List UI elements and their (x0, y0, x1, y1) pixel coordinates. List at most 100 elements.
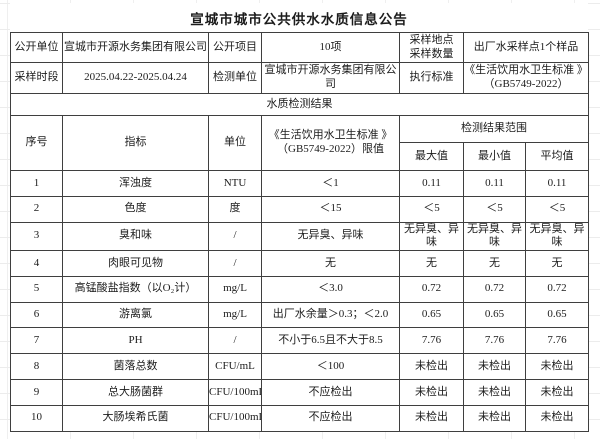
cell-min: 未检出 (463, 379, 526, 406)
info-row-2: 采样时段 2025.04.22-2025.04.24 检测单位 宣城市开源水务集… (10, 62, 589, 94)
info-value-standard: 《生活饮用水卫生标准 》 （GB5749-2022） (463, 62, 589, 94)
cell-limit: 无 (261, 250, 400, 277)
cell-limit: ＜1 (261, 170, 400, 197)
table-row: 2 色度 度 ＜15 ＜5 ＜5 ＜5 (10, 195, 589, 223)
info-value-testing-unit: 宣城市开源水务集团有限公司 (261, 62, 400, 94)
info-value-public-items: 10项 (261, 32, 400, 63)
cell-limit: ＜15 (261, 195, 400, 223)
info-value-sampling-site-count: 出厂水采样点1个样品 (463, 32, 589, 63)
cell-min: 0.65 (463, 301, 526, 329)
header-serial: 序号 (10, 115, 63, 171)
info-label-testing-unit: 检测单位 (208, 62, 262, 94)
table-row: 1 浑浊度 NTU ＜1 0.11 0.11 0.11 (10, 170, 589, 197)
cell-max: 0.65 (399, 301, 464, 329)
cell-limit: 不应检出 (261, 379, 400, 406)
cell-max: ＜5 (399, 195, 464, 223)
cell-avg: 0.65 (525, 301, 589, 329)
cell-serial: 3 (10, 221, 63, 252)
cell-avg: 无异臭、异味 (525, 221, 589, 252)
cell-indicator: 色度 (62, 195, 209, 223)
cell-avg: 0.11 (525, 170, 589, 197)
cell-avg: 未检出 (525, 404, 589, 432)
table-row: 4 肉眼可见物 / 无 无 无 无 (10, 250, 589, 277)
header-avg: 平均值 (525, 142, 589, 171)
cell-limit: ＜100 (261, 353, 400, 381)
table-row: 8 菌落总数 CFU/mL ＜100 未检出 未检出 未检出 (10, 353, 589, 381)
cell-unit: 度 (208, 195, 262, 223)
cell-limit: 不应检出 (261, 404, 400, 432)
cell-serial: 4 (10, 250, 63, 277)
cell-unit: / (208, 221, 262, 252)
info-label-sampling-site-count: 采样地点 采样数量 (399, 32, 464, 63)
cell-limit: 不小于6.5且不大于8.5 (261, 327, 400, 355)
cell-min: ＜5 (463, 195, 526, 223)
table-row: 10 大肠埃希氏菌 CFU/100mL 不应检出 未检出 未检出 未检出 (10, 404, 589, 432)
info-value-public-unit: 宣城市开源水务集团有限公司 (62, 32, 209, 63)
cell-min: 无异臭、异味 (463, 221, 526, 252)
cell-limit: ＜3.0 (261, 275, 400, 303)
cell-unit: CFU/100mL (208, 379, 262, 406)
cell-serial: 1 (10, 170, 63, 197)
header-result-range: 检测结果范围 (399, 115, 589, 143)
cell-max: 无异臭、异味 (399, 221, 464, 252)
cell-avg: 无 (525, 250, 589, 277)
header-indicator: 指标 (62, 115, 209, 171)
table-row: 5 高锰酸盐指数（以O₂计） mg/L ＜3.0 0.72 0.72 0.72 (10, 275, 589, 303)
header-limit: 《生活饮用水卫生标准 》 （GB5749-2022）限值 (261, 115, 400, 171)
cell-serial: 9 (10, 379, 63, 406)
cell-avg: 0.72 (525, 275, 589, 303)
cell-indicator: 游离氯 (62, 301, 209, 329)
cell-max: 未检出 (399, 353, 464, 381)
cell-max: 7.76 (399, 327, 464, 355)
cell-unit: NTU (208, 170, 262, 197)
cell-avg: ＜5 (525, 195, 589, 223)
cell-serial: 2 (10, 195, 63, 223)
info-label-public-unit: 公开单位 (10, 32, 63, 63)
info-row-1: 公开单位 宣城市开源水务集团有限公司 公开项目 10项 采样地点 采样数量 出厂… (10, 32, 589, 63)
cell-max: 0.72 (399, 275, 464, 303)
cell-avg: 未检出 (525, 353, 589, 381)
cell-unit: mg/L (208, 275, 262, 303)
section-title: 水质检测结果 (10, 93, 589, 116)
cell-min: 0.72 (463, 275, 526, 303)
cell-indicator: PH (62, 327, 209, 355)
info-value-sampling-period: 2025.04.22-2025.04.24 (62, 62, 209, 94)
header-row-2: 最大值 最小值 平均值 (11, 142, 589, 171)
header-min: 最小值 (463, 142, 526, 171)
cell-unit: mg/L (208, 301, 262, 329)
cell-unit: / (208, 250, 262, 277)
header-unit: 单位 (208, 115, 262, 171)
cell-limit: 出厂水余量＞0.3；＜2.0 (261, 301, 400, 329)
cell-min: 无 (463, 250, 526, 277)
cell-limit: 无异臭、异味 (261, 221, 400, 252)
cell-serial: 5 (10, 275, 63, 303)
cell-max: 未检出 (399, 379, 464, 406)
cell-unit: / (208, 327, 262, 355)
cell-indicator: 臭和味 (62, 221, 209, 252)
table-row: 6 游离氯 mg/L 出厂水余量＞0.3；＜2.0 0.65 0.65 0.65 (10, 301, 589, 329)
header-row-1: 序号 指标 单位 《生活饮用水卫生标准 》 （GB5749-2022）限值 检测… (10, 115, 589, 171)
cell-serial: 8 (10, 353, 63, 381)
water-quality-table: 公开单位 宣城市开源水务集团有限公司 公开项目 10项 采样地点 采样数量 出厂… (10, 32, 589, 432)
cell-min: 0.11 (463, 170, 526, 197)
table-row: 9 总大肠菌群 CFU/100mL 不应检出 未检出 未检出 未检出 (10, 379, 589, 406)
cell-min: 未检出 (463, 353, 526, 381)
cell-indicator: 大肠埃希氏菌 (62, 404, 209, 432)
info-label-public-items: 公开项目 (208, 32, 262, 63)
info-label-sampling-period: 采样时段 (10, 62, 63, 94)
table-row: 7 PH / 不小于6.5且不大于8.5 7.76 7.76 7.76 (10, 327, 589, 355)
cell-indicator: 肉眼可见物 (62, 250, 209, 277)
cell-avg: 未检出 (525, 379, 589, 406)
cell-indicator: 高锰酸盐指数（以O₂计） (62, 275, 209, 303)
cell-unit: CFU/100mL (208, 404, 262, 432)
cell-avg: 7.76 (525, 327, 589, 355)
cell-indicator: 菌落总数 (62, 353, 209, 381)
header-max: 最大值 (399, 142, 464, 171)
info-label-standard: 执行标准 (399, 62, 464, 94)
cell-serial: 10 (10, 404, 63, 432)
cell-unit: CFU/mL (208, 353, 262, 381)
cell-max: 无 (399, 250, 464, 277)
cell-min: 未检出 (463, 404, 526, 432)
cell-serial: 6 (10, 301, 63, 329)
